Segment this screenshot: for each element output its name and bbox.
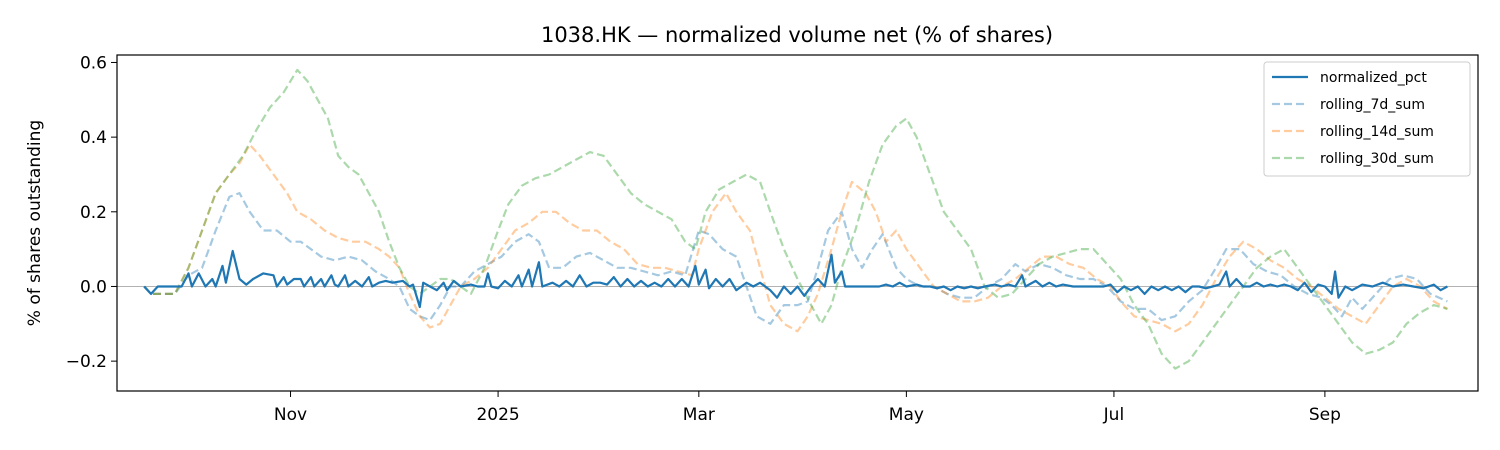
legend-label: normalized_pct [1320,70,1427,86]
y-tick-label: −0.2 [66,352,107,372]
series-line-rolling-7d-sum [143,192,1448,325]
x-tick-label: May [889,405,924,425]
x-tick-label: 2025 [476,405,519,425]
legend: normalized_pct rolling_7d_sum rolling_14d_… [1263,61,1471,177]
x-tick-label: Sep [1309,405,1341,425]
y-axis-label: % of shares outstanding [25,120,45,326]
y-tick-label: 0.6 [80,53,107,73]
legend-label: rolling_14d_sum [1320,124,1434,140]
series-line-normalized-pct [143,249,1448,309]
series-line-rolling-30d-sum [143,68,1448,370]
y-tick-label: 0.2 [80,203,107,223]
y-tick-label: 0.4 [80,128,107,148]
legend-label: rolling_30d_sum [1320,151,1434,167]
x-tick-label: Jul [1103,405,1125,425]
plot-frame [116,54,1479,392]
x-tick-label: Nov [274,405,307,425]
plot-area [117,68,1478,370]
x-tick-label: Mar [683,405,715,425]
series-line-rolling-14d-sum [143,143,1448,333]
legend-label: rolling_7d_sum [1320,97,1425,113]
chart-title: 1038.HK — normalized volume net (% of sh… [541,23,1053,47]
legend-box [1263,61,1471,177]
y-tick-label: 0.0 [80,277,107,297]
